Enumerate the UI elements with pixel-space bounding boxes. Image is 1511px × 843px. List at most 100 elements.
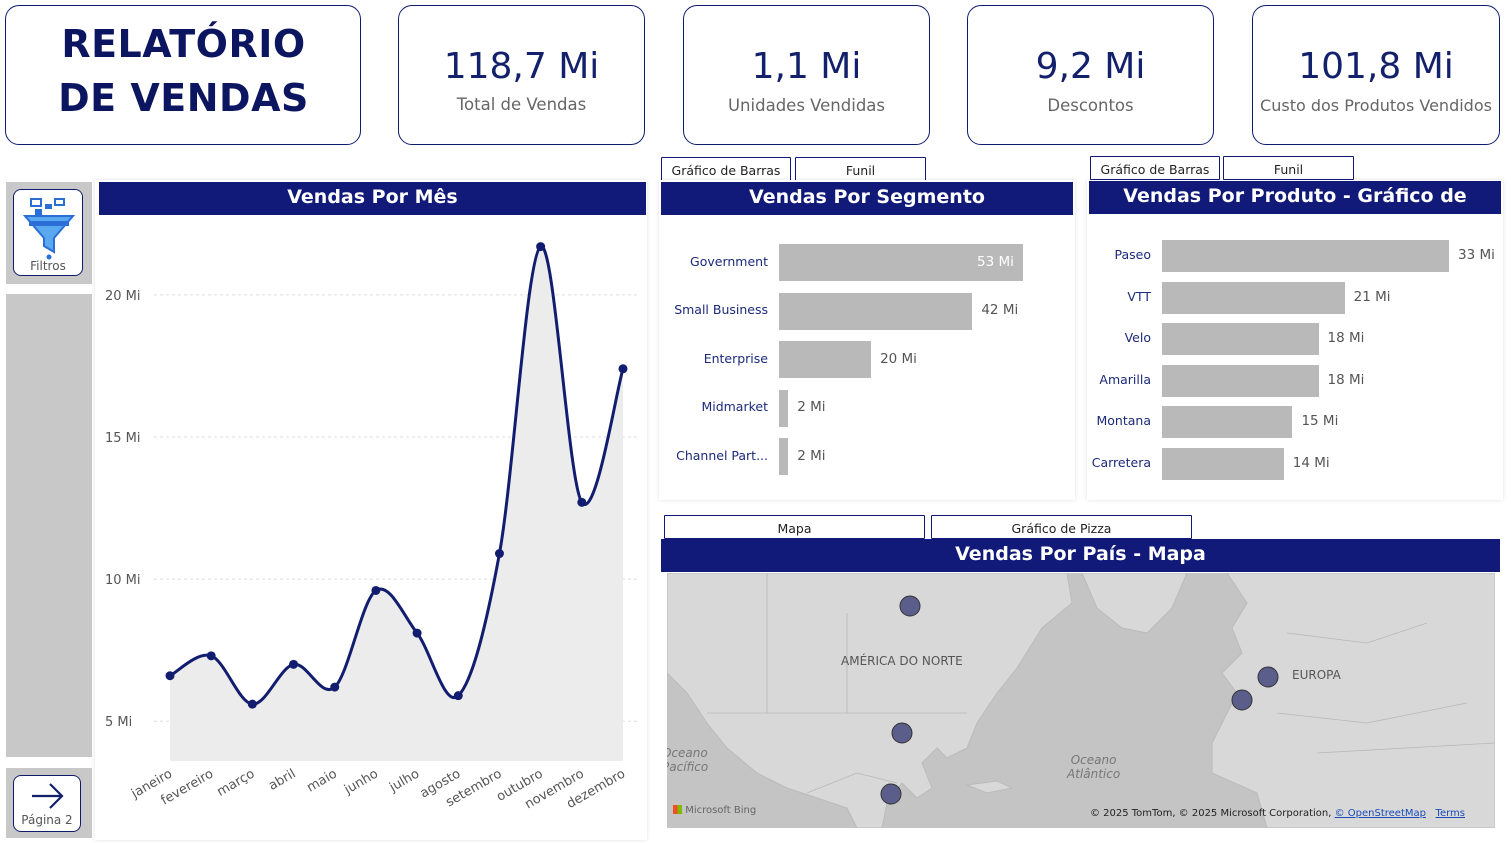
sales-point-setembro[interactable] <box>494 549 504 559</box>
x-tick-label: março <box>215 766 258 799</box>
filter-funnel-icon <box>22 198 76 260</box>
sales-line <box>169 245 625 706</box>
sales-point-janeiro[interactable] <box>165 671 175 681</box>
bar-value-label: 2 Mi <box>797 399 826 415</box>
sales-point-maio[interactable] <box>330 682 340 692</box>
marker-germany[interactable] <box>1257 666 1279 688</box>
marker-united-states[interactable] <box>891 722 913 744</box>
sales-point-julho[interactable] <box>412 628 422 638</box>
kpi-value: 101,8 Mi <box>1298 46 1454 87</box>
bar-vtt[interactable] <box>1162 281 1345 314</box>
bar-value-label: 15 Mi <box>1301 413 1339 429</box>
product-tab-bar-chart[interactable]: Gráfico de Barras <box>1090 156 1220 180</box>
next-page-button[interactable]: Página 2 <box>13 775 81 832</box>
map-label-europe: EUROPA <box>1292 668 1341 682</box>
filter-rail-middle <box>6 294 92 757</box>
bar-paseo[interactable] <box>1162 240 1449 272</box>
kpi-label: Total de Vendas <box>456 95 587 114</box>
bar-category-label: Amarilla <box>1099 371 1151 387</box>
north-america-landmass <box>667 573 1073 828</box>
atlantic-line2: Atlântico <box>1067 767 1121 781</box>
kpi-label: Unidades Vendidas <box>727 96 886 115</box>
bar-category-label: Paseo <box>1114 247 1152 262</box>
bar-category-label: Small Business <box>674 302 768 317</box>
kpi-label: Descontos <box>1047 96 1134 115</box>
segment-bar-chart: Government 53 Mi Small Business 42 Mi Enterp… <box>661 216 1073 498</box>
bar-value-label: 42 Mi <box>981 302 1019 318</box>
x-tick-label: abril <box>266 766 298 793</box>
microsoft-logo-icon <box>673 805 682 814</box>
product-tab-funnel[interactable]: Funil <box>1223 156 1354 180</box>
bar-velo[interactable] <box>1162 323 1319 355</box>
filters-label: Filtros <box>30 259 66 273</box>
sales-point-março[interactable] <box>247 699 257 709</box>
bing-logo-text: Microsoft Bing <box>685 805 757 816</box>
sales-point-dezembro[interactable] <box>618 364 628 374</box>
bar-category-label: Midmarket <box>701 399 768 414</box>
bar-category-label: Carretera <box>1091 454 1151 470</box>
pacific-line1: Oceano <box>667 746 708 760</box>
marker-mexico[interactable] <box>880 783 902 805</box>
bar-category-label: Enterprise <box>703 350 768 366</box>
sales-point-novembro[interactable] <box>577 497 587 507</box>
kpi-value: 118,7 Mi <box>443 46 600 87</box>
bar-value-label: 18 Mi <box>1327 371 1365 388</box>
bar-category-label: Velo <box>1124 330 1151 345</box>
segment-tab-bar-chart[interactable]: Gráfico de Barras <box>661 157 791 181</box>
bar-value-label: 21 Mi <box>1353 288 1391 305</box>
segment-tab-funnel[interactable]: Funil <box>795 157 926 181</box>
map-label-pacific: Oceano Pacífico <box>667 746 708 774</box>
sales-point-abril[interactable] <box>289 659 299 669</box>
map-tab-map[interactable]: Mapa <box>664 515 925 539</box>
attribution-text: © 2025 TomTom, © 2025 Microsoft Corporat… <box>1089 808 1332 819</box>
arrow-right-icon <box>32 783 64 809</box>
bing-logo: Microsoft Bing <box>673 805 756 816</box>
map-tab-pie-chart[interactable]: Gráfico de Pizza <box>931 515 1192 539</box>
marker-canada[interactable] <box>899 595 921 617</box>
marker-france[interactable] <box>1231 689 1253 711</box>
next-page-label: Página 2 <box>21 813 73 827</box>
y-tick-label: 10 Mi <box>105 573 141 588</box>
bar-midmarket[interactable] <box>779 389 789 427</box>
y-tick-label: 5 Mi <box>105 715 132 730</box>
kpi-value: 1,1 Mi <box>751 46 862 87</box>
filters-button[interactable]: Filtros <box>13 189 83 276</box>
report-title-line2: DE VENDAS <box>58 76 309 120</box>
report-title-line1: RELATÓRIO <box>61 22 306 66</box>
bar-government[interactable] <box>779 244 1023 281</box>
bar-small-business[interactable] <box>779 292 973 330</box>
kpi-card-cogs: 101,8 Mi Custo dos Produtos Vendidos <box>1252 5 1500 145</box>
europe-landmass <box>1211 573 1495 828</box>
bar-category-label: Channel Part... <box>676 447 768 463</box>
bar-channel-part-[interactable] <box>779 438 789 475</box>
sales-point-outubro[interactable] <box>536 242 546 252</box>
terms-link[interactable]: Terms <box>1435 808 1465 819</box>
map-label-atlantic: Oceano Atlântico <box>1067 753 1120 781</box>
kpi-label: Custo dos Produtos Vendidos <box>1260 96 1492 115</box>
bar-carretera[interactable] <box>1162 447 1284 480</box>
atlantic-line1: Oceano <box>1070 753 1117 767</box>
segment-panel <box>659 180 1075 500</box>
x-tick-label: maio <box>304 766 339 795</box>
bar-enterprise[interactable] <box>779 341 872 378</box>
greenland-landmass <box>1081 573 1188 634</box>
openstreetmap-link[interactable]: © OpenStreetMap <box>1334 808 1426 819</box>
sales-point-junho[interactable] <box>371 585 381 595</box>
bar-montana[interactable] <box>1162 406 1293 438</box>
caribbean-islands <box>965 780 1014 794</box>
report-title-card: RELATÓRIO DE VENDAS <box>5 5 361 145</box>
map-label-north-america: AMÉRICA DO NORTE <box>841 654 963 668</box>
world-map[interactable]: AMÉRICA DO NORTE EUROPA Oceano Atlântico… <box>667 573 1495 828</box>
kpi-card-units-sold: 1,1 Mi Unidades Vendidas <box>683 5 930 145</box>
sales-point-agosto[interactable] <box>453 691 463 701</box>
bar-amarilla[interactable] <box>1162 364 1319 397</box>
map-attribution: © 2025 TomTom, © 2025 Microsoft Corporat… <box>1090 808 1465 819</box>
y-tick-label: 20 Mi <box>105 289 141 304</box>
sales-area-fill <box>170 246 623 761</box>
bar-value-label: 53 Mi <box>977 253 1014 270</box>
sales-point-fevereiro[interactable] <box>206 651 216 661</box>
product-bar-chart: Paseo 33 Mi VTT 21 Mi Velo 18 Mi Amarilla 18 Mi… <box>1089 215 1501 498</box>
x-tick-label: julho <box>386 766 422 795</box>
map-title: Vendas Por País - Mapa <box>661 539 1500 572</box>
